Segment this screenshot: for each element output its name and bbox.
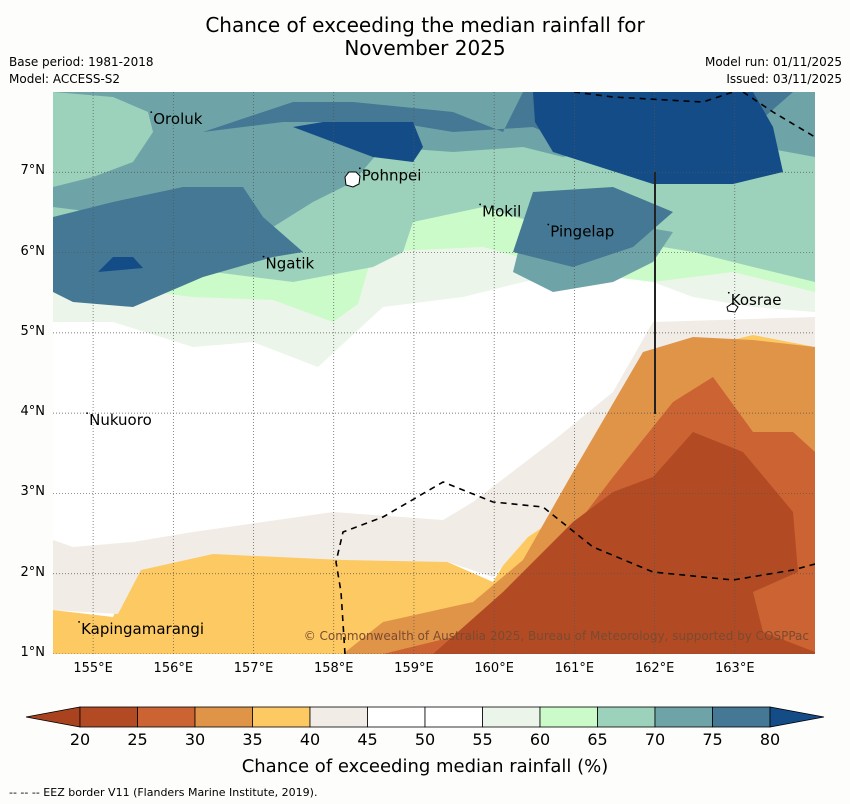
colorbar-tick-label: 70 xyxy=(644,730,666,749)
colorbar-extend-high xyxy=(769,706,825,728)
x-tick-label: 159°E xyxy=(394,661,434,676)
place-marker xyxy=(547,223,550,226)
colorbar-tick-label: 50 xyxy=(414,730,436,749)
title-line-2: November 2025 xyxy=(344,36,506,60)
meta-right: Model run: 01/11/2025 Issued: 03/11/2025 xyxy=(705,54,842,88)
place-marker xyxy=(150,111,153,114)
place-label-kapingamarangi: Kapingamarangi xyxy=(81,620,204,638)
model-name: Model: ACCESS-S2 xyxy=(9,72,121,86)
place-marker xyxy=(727,291,730,294)
colorbar-segment xyxy=(309,706,368,728)
place-label-kosrae: Kosrae xyxy=(731,291,782,309)
colorbar-tick-label: 45 xyxy=(357,730,378,749)
place-label-nukuoro: Nukuoro xyxy=(89,411,152,429)
place-label-ngatik: Ngatik xyxy=(266,255,315,273)
eez-border-south xyxy=(335,481,815,654)
issued-date: Issued: 03/11/2025 xyxy=(726,72,842,86)
colorbar-segment xyxy=(654,706,713,728)
colorbar-tick-label: 65 xyxy=(587,730,608,749)
x-tick-label: 160°E xyxy=(474,661,514,676)
y-tick-label: 7°N xyxy=(20,163,46,179)
colorbar-segment xyxy=(712,706,771,728)
colorbar-tick-label: 55 xyxy=(472,730,493,749)
place-marker xyxy=(358,167,361,170)
base-period: Base period: 1981-2018 xyxy=(9,55,154,69)
colorbar-segment xyxy=(252,706,311,728)
place-labels: Oroluk Pohnpei Mokil Pingelap Ngatik Kosrae Nu… xyxy=(78,110,781,638)
meta-left: Base period: 1981-2018 Model: ACCESS-S2 xyxy=(9,54,154,88)
place-label-pingelap: Pingelap xyxy=(550,223,614,241)
place-marker xyxy=(78,621,80,623)
colorbar-tick-label: 30 xyxy=(184,730,206,749)
colorbar-tick-label: 20 xyxy=(69,730,91,749)
colorbar-segment xyxy=(482,706,541,728)
y-tick-label: 1°N xyxy=(20,645,46,660)
x-tick-label: 163°E xyxy=(715,661,755,676)
place-marker xyxy=(479,203,482,206)
x-tick-label: 157°E xyxy=(233,661,274,676)
y-tick-label: 2°N xyxy=(20,564,46,580)
colorbar-extend-low xyxy=(25,706,81,728)
place-label-oroluk: Oroluk xyxy=(153,110,202,128)
y-tick-label: 4°N xyxy=(20,404,46,420)
band-20-25 xyxy=(433,432,815,654)
colorbar-tick-label: 80 xyxy=(759,730,781,749)
model-run: Model run: 01/11/2025 xyxy=(704,55,842,69)
colorbar-segment xyxy=(597,706,656,728)
colorbar-tick-label: 40 xyxy=(299,730,321,749)
place-marker xyxy=(86,412,88,415)
kosrae-island-outline xyxy=(726,302,739,313)
graticule xyxy=(53,92,815,654)
place-label-mokil: Mokil xyxy=(482,202,521,220)
colorbar-tick-label: 60 xyxy=(529,730,551,749)
pohnpei-island-outline xyxy=(344,171,361,188)
colorbar-segment xyxy=(137,706,196,728)
x-tick-label: 155°E xyxy=(73,661,113,676)
rainfall-map: Oroluk Pohnpei Mokil Pingelap Ngatik Kosrae Nu… xyxy=(53,92,815,654)
colorbar-title: Chance of exceeding median rainfall (%) xyxy=(241,756,609,777)
colorbar-tick-label: 25 xyxy=(127,730,148,749)
colorbar-tick-label: 75 xyxy=(702,730,723,749)
x-tick-label: 156°E xyxy=(153,661,194,676)
title-line-1: Chance of exceeding the median rainfall … xyxy=(205,13,645,37)
band-65-70-northwest xyxy=(53,92,153,187)
y-tick-label: 6°N xyxy=(20,243,46,259)
place-marker xyxy=(262,255,265,258)
band-above-80 xyxy=(98,92,783,272)
place-label-pohnpei: Pohnpei xyxy=(362,166,422,184)
colorbar-segment xyxy=(424,706,483,728)
x-tick-label: 158°E xyxy=(313,661,354,676)
colorbar-tick-label: 35 xyxy=(242,730,263,749)
map-title: Chance of exceeding the median rainfall … xyxy=(0,14,850,60)
x-tick-label: 161°E xyxy=(554,661,595,676)
colorbar-segment xyxy=(539,706,598,728)
colorbar xyxy=(25,706,825,728)
footnote: -- -- -- EEZ border V11 (Flanders Marine… xyxy=(9,786,318,799)
y-tick-label: 5°N xyxy=(20,323,46,339)
y-tick-label: 3°N xyxy=(20,484,46,500)
colorbar-segment xyxy=(194,706,253,728)
colorbar-segment xyxy=(79,706,138,728)
eez-border-north xyxy=(573,92,815,138)
x-tick-label: 162°E xyxy=(634,661,675,676)
copyright-text: © Commonwealth of Australia 2025, Bureau… xyxy=(304,629,809,643)
colorbar-segment xyxy=(367,706,426,728)
